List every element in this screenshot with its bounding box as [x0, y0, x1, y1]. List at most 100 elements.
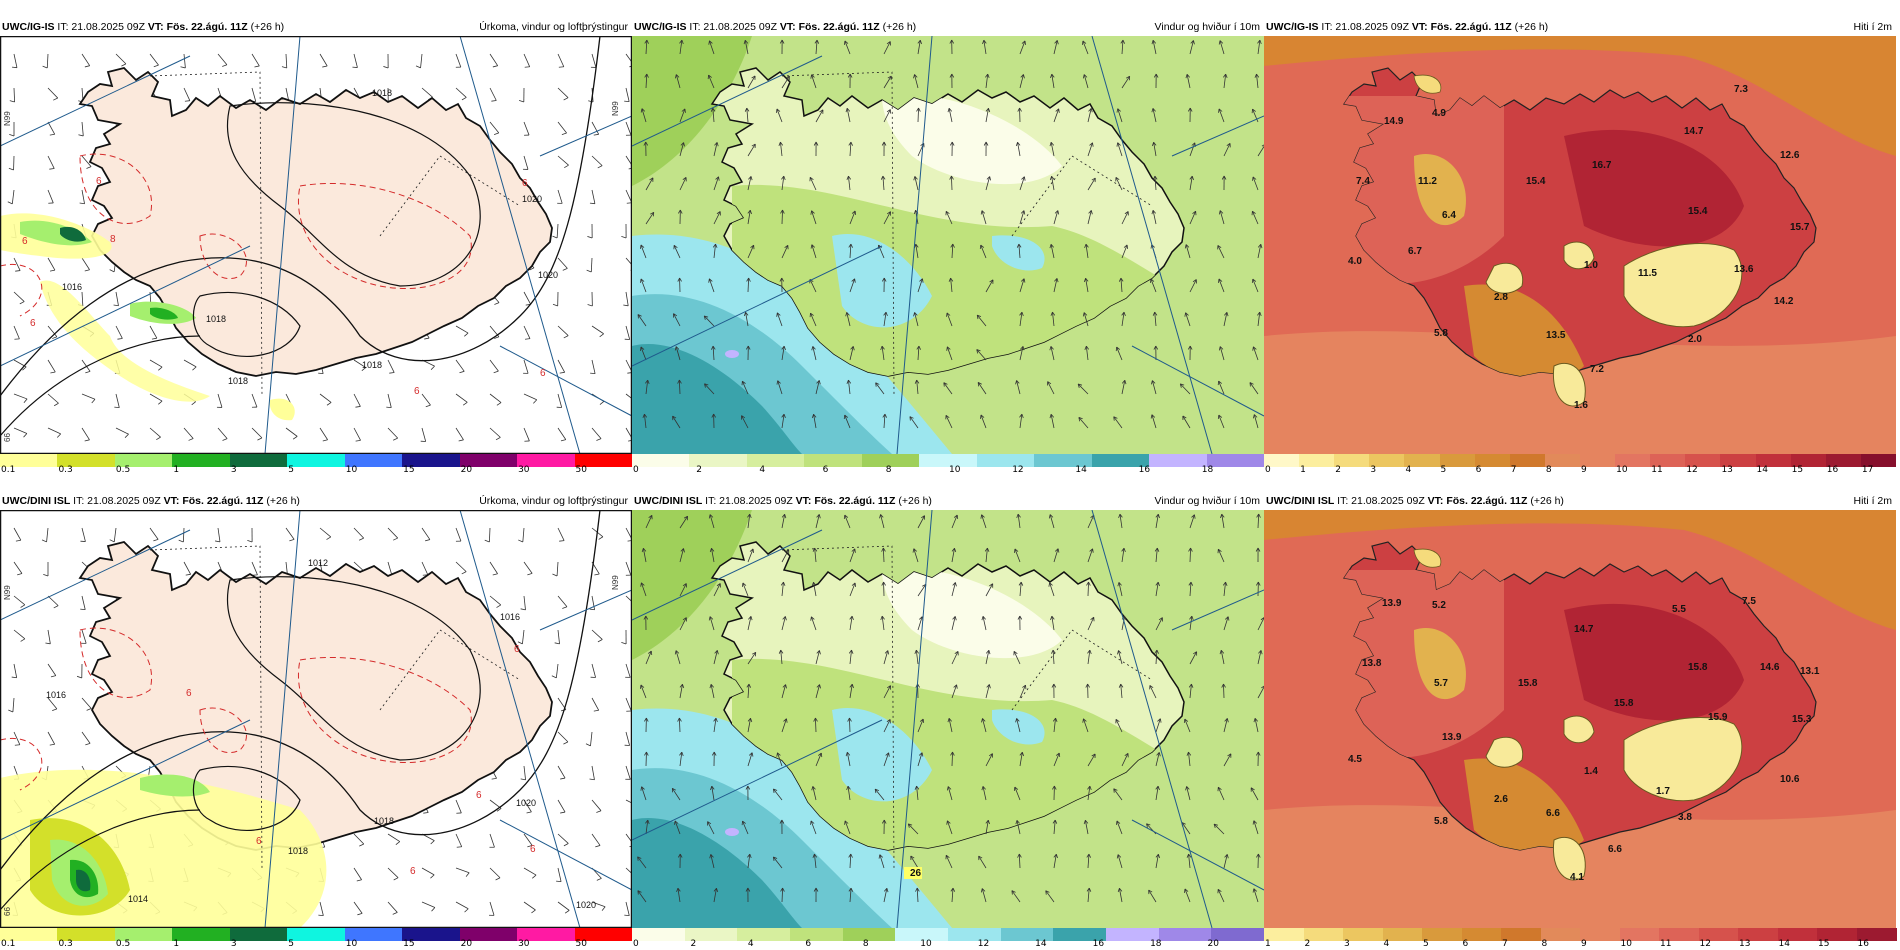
isobar-label: 1018: [228, 376, 248, 386]
colorbar-swatch: [114, 454, 173, 467]
lead-time: (+26 h): [247, 21, 285, 33]
colorbar-tick: 5: [1440, 465, 1447, 475]
temperature-label: 13.8: [1362, 658, 1382, 669]
map-frame: [0, 36, 632, 454]
temperature-label: 5.7: [1434, 678, 1448, 689]
colorbar-swatch: [172, 454, 231, 467]
map-area: 13.9 5.2 14.7 5.5 7.5 13.8 5.7 15.8 15.8 15.8 14.6…: [1264, 510, 1896, 928]
valid-time-label: VT: Fös. 22.ágú. 11Z: [795, 495, 896, 507]
temperature-label: 15.7: [1790, 222, 1810, 233]
colorbar-tick: 0.3: [58, 465, 73, 475]
colorbar-swatch: [1299, 454, 1335, 467]
temperature-fill: [1344, 570, 1744, 850]
init-time: IT: 21.08.2025 09Z: [54, 21, 148, 33]
valid-time-label: VT: Fös. 22.ágú. 11Z: [779, 21, 880, 33]
colorbar-tick: 7: [1510, 465, 1517, 475]
lat-label: 66: [3, 907, 12, 916]
colorbar-tick: 4: [747, 939, 754, 949]
gust-max-area: [725, 350, 739, 358]
colorbar-swatch: [517, 928, 576, 941]
colorbar-tick: 2: [696, 465, 702, 475]
colorbar-swatch: [344, 928, 403, 941]
lat-label: N99: [3, 585, 12, 600]
colorbar-tick: 16: [1092, 939, 1105, 949]
north-sea-warm: [1264, 36, 1896, 156]
valid-time-label: VT: Fös. 22.ágú. 11Z: [1411, 21, 1512, 33]
isobar-label: 1018: [372, 88, 392, 98]
colorbar-swatch: [229, 928, 288, 941]
field-title: Vindur og hviður í 10m: [1154, 21, 1260, 33]
colorbar-tick: 3: [1370, 465, 1377, 475]
precip-map-panel-dini: UWC/DINI ISL IT: 21.08.2025 09Z VT: Fös.…: [0, 492, 633, 949]
temperature-label: 13.9: [1442, 732, 1462, 743]
colorbar-swatch: [1382, 928, 1423, 941]
colorbar-swatch: [0, 454, 58, 467]
temperature-label: 7.4: [1356, 176, 1370, 187]
colorbar-tick: 16: [1826, 465, 1839, 475]
colorbar-swatch: [976, 454, 1035, 467]
colorbar-tick: 20: [1207, 939, 1219, 949]
colorbar-swatch: [1790, 454, 1827, 467]
temperature-label: 13.6: [1734, 264, 1754, 275]
colorbar-swatch: [1091, 454, 1150, 467]
isobar-label: 1018: [362, 360, 382, 370]
temperature-label: 1.7: [1656, 786, 1670, 797]
colorbar-tick: 12: [1699, 939, 1711, 949]
init-time: IT: 21.08.2025 09Z: [702, 495, 796, 507]
colorbar: 0.1 0.3 0.5 1 3 5 10 15 20 30 50: [0, 928, 633, 949]
colorbar-tick: 6: [1462, 939, 1469, 949]
field-title: Vindur og hviður í 10m: [1154, 495, 1260, 507]
map-area: [632, 36, 1264, 454]
panel-header: UWC/DINI ISL IT: 21.08.2025 09Z VT: Fös.…: [1264, 492, 1896, 510]
panel-header: UWC/IG-IS IT: 21.08.2025 09Z VT: Fös. 22…: [632, 18, 1264, 36]
temperature-label: 11.5: [1638, 268, 1657, 279]
temperature-label: 5.8: [1434, 328, 1448, 339]
lead-time: (+26 h): [263, 495, 300, 507]
temperature-map-panel-dini: UWC/DINI ISL IT: 21.08.2025 09Z VT: Fös.…: [1264, 492, 1897, 949]
colorbar-swatch: [1369, 454, 1405, 467]
temperature-label: 2.6: [1494, 794, 1508, 805]
colorbar-tick: 15: [403, 939, 415, 949]
colorbar-swatch: [57, 454, 116, 467]
colorbar-tick: 12: [1686, 465, 1698, 475]
colorbar-tick: 3: [230, 939, 237, 949]
colorbar-tick: 50: [575, 939, 587, 949]
colorbar: 0 2 4 6 8 10 12 14 16 18 20: [632, 928, 1265, 949]
colorbar-tick: 11: [1651, 465, 1663, 475]
field-title: Hiti í 2m: [1853, 21, 1892, 33]
temperature-label: 6.7: [1408, 246, 1422, 257]
model-name: UWC/IG-IS: [634, 21, 687, 33]
colorbar-swatch: [1777, 928, 1818, 941]
colorbar-tick: 1: [1265, 939, 1271, 949]
temperature-label: 2.8: [1494, 292, 1508, 303]
colorbar-tick: 5: [1423, 939, 1429, 949]
colorbar-tick: 5: [288, 939, 294, 949]
map-canvas: 14.9 4.9 7.4 11.2 4.0 6.7 6.4 15.4 16.7 14.7 7.3 12…: [1264, 36, 1896, 454]
lead-time: (+26 h): [895, 495, 932, 507]
temperature-label: 5.8: [1434, 816, 1448, 827]
colorbar-tick: 20: [460, 465, 473, 475]
colorbar-swatch: [1619, 928, 1660, 941]
colorbar-tick: 4: [1405, 465, 1412, 475]
colorbar-tick: 16: [1857, 939, 1869, 949]
colorbar: 0 1 2 3 4 5 6 7 8 9 10 11 12 13 14 15 16 17: [1264, 454, 1897, 475]
colorbar-tick: 8: [1545, 465, 1552, 475]
colorbar-tick: 14: [1035, 939, 1047, 949]
land-wind-fill: [732, 94, 1184, 376]
colorbar-tick: 15: [1791, 465, 1804, 475]
colorbar-swatch: [684, 928, 738, 941]
colorbar-tick: 0.1: [1, 939, 16, 949]
colorbar-tick: 9: [1581, 465, 1587, 475]
temperature-label: 15.8: [1518, 678, 1538, 689]
colorbar-tick: 4: [1383, 939, 1390, 949]
colorbar-tick: 13: [1739, 939, 1751, 949]
colorbar-tick: 6: [805, 939, 812, 949]
temperature-label: 15.3: [1792, 714, 1812, 725]
colorbar-swatch: [1264, 928, 1304, 941]
colorbar-tick: 30: [518, 939, 530, 949]
temperature-label: 4.0: [1348, 256, 1362, 267]
colorbar-tick: 0.1: [1, 465, 16, 475]
isobar-label: 1020: [516, 798, 536, 808]
wind-map-panel-dini: UWC/DINI ISL IT: 21.08.2025 09Z VT: Fös.…: [632, 492, 1265, 949]
colorbar-swatch: [1860, 454, 1897, 467]
